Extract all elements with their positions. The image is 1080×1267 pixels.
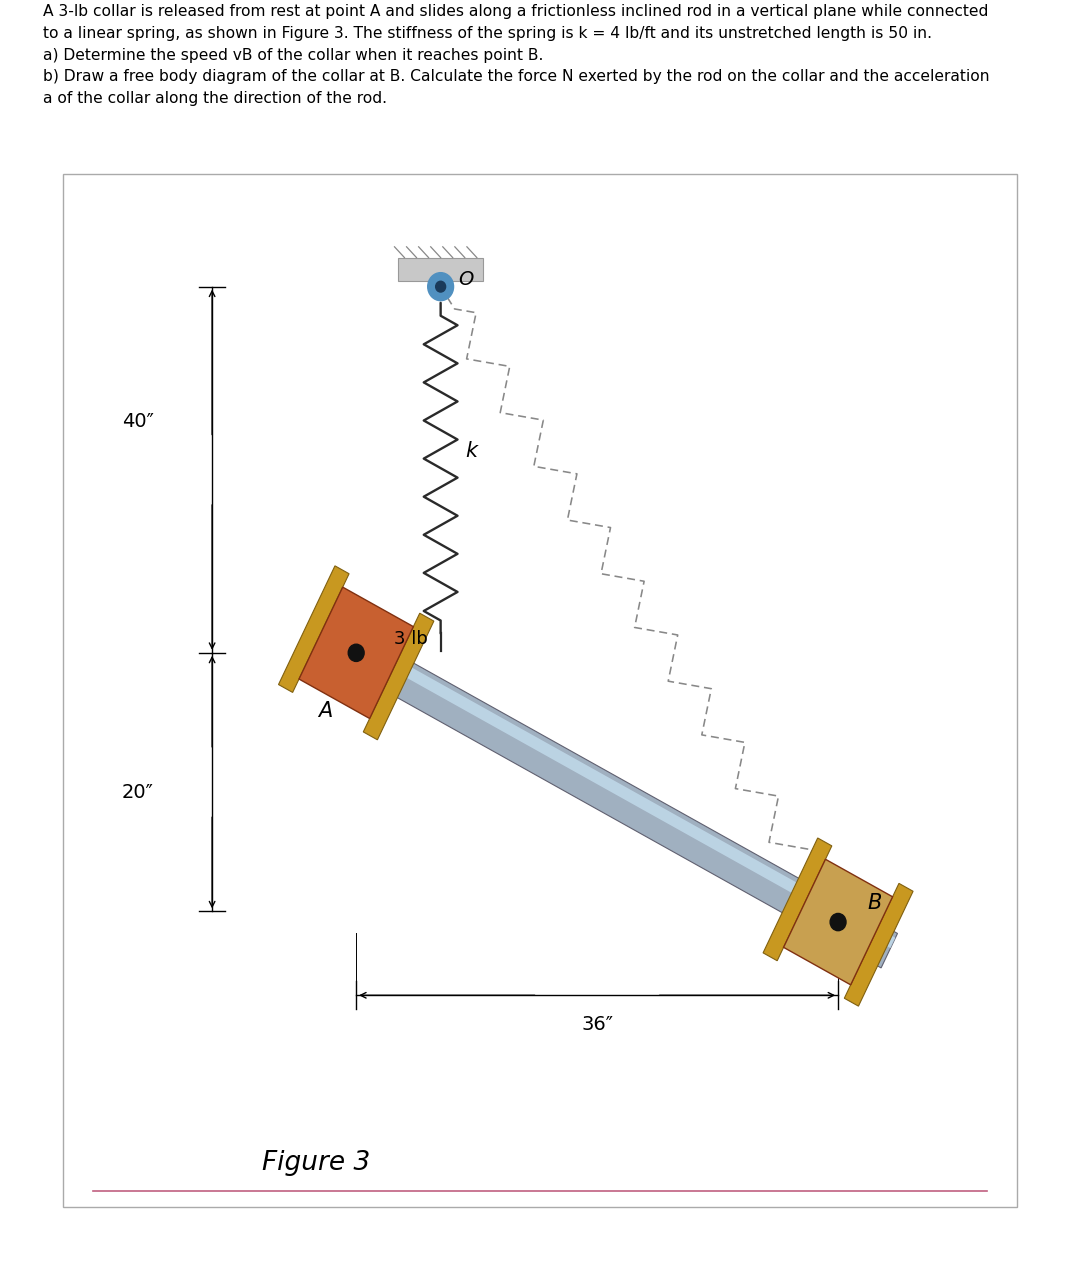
Polygon shape	[279, 566, 349, 693]
Polygon shape	[845, 883, 913, 1006]
Text: Figure 3: Figure 3	[261, 1149, 370, 1176]
Polygon shape	[363, 613, 434, 740]
Circle shape	[348, 644, 364, 661]
FancyBboxPatch shape	[63, 174, 1017, 1207]
Text: 36″: 36″	[581, 1015, 613, 1034]
Text: 40″: 40″	[122, 412, 153, 431]
Text: A 3-lb collar is released from rest at point A and slides along a frictionless i: A 3-lb collar is released from rest at p…	[43, 4, 990, 105]
Text: A: A	[319, 702, 333, 721]
Bar	[399, 257, 483, 281]
Text: k: k	[465, 441, 477, 461]
Polygon shape	[784, 859, 892, 984]
Polygon shape	[314, 617, 897, 968]
Circle shape	[435, 281, 446, 293]
Circle shape	[831, 914, 846, 931]
Text: 20″: 20″	[122, 783, 153, 802]
Text: O: O	[459, 270, 474, 289]
Polygon shape	[764, 837, 832, 960]
Circle shape	[428, 272, 454, 300]
Polygon shape	[299, 587, 414, 718]
Text: B: B	[868, 893, 882, 914]
Text: 3 lb: 3 lb	[394, 630, 428, 649]
Polygon shape	[324, 621, 895, 948]
